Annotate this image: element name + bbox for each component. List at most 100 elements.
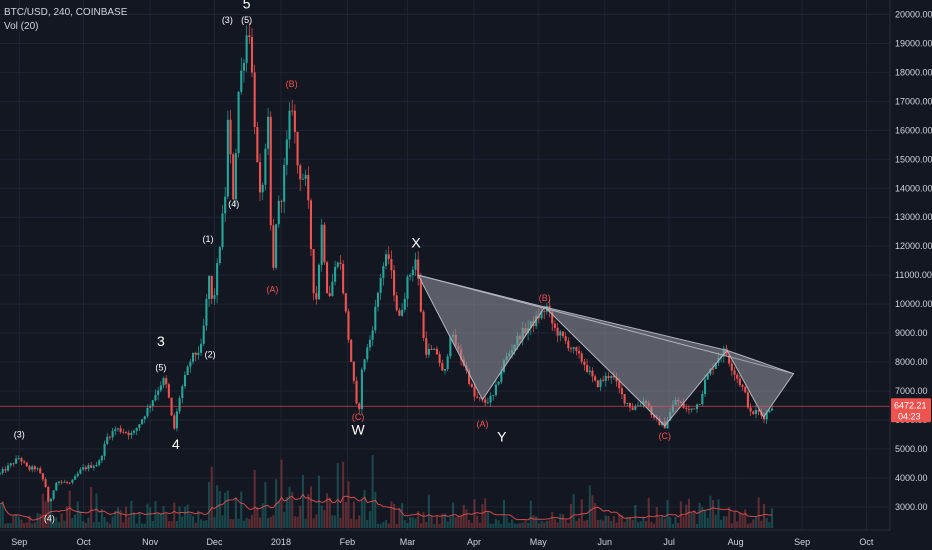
volume-bar — [489, 523, 492, 528]
price-axis[interactable]: 3000.004000.005000.006000.007000.008000.… — [889, 0, 932, 550]
volume-bar — [698, 502, 701, 528]
volume-bar — [401, 503, 404, 528]
price-tag-value: 6472.21 — [894, 400, 927, 410]
candle-body — [79, 469, 82, 474]
volume-bar — [9, 523, 12, 528]
candle-body — [154, 394, 157, 401]
volume-bar — [449, 516, 452, 528]
candle-body — [757, 410, 760, 412]
volume-bar — [95, 493, 98, 528]
candle-body — [20, 458, 23, 462]
volume-bar — [288, 486, 291, 528]
candle-body — [395, 295, 398, 311]
elliott-wave-labels: (3)(4)3(5)4(2)(1)(4)(3)5(5)(A)(B)(C)WX(A… — [14, 0, 671, 523]
volume-bar — [588, 485, 591, 528]
candle-body — [376, 292, 380, 307]
candle-body — [301, 178, 304, 180]
wave-label: 3 — [157, 333, 165, 349]
candle-body — [213, 295, 216, 299]
candle-body — [355, 380, 358, 404]
candle-body — [401, 309, 404, 316]
candle-body — [82, 467, 85, 470]
volume-bar — [301, 474, 304, 528]
candle-body — [261, 184, 264, 193]
candle-body — [87, 465, 90, 470]
volume-bar — [636, 522, 640, 528]
volume-bar — [23, 523, 26, 528]
candle-body — [328, 293, 331, 297]
candle-body — [610, 375, 613, 378]
wave-label: X — [411, 235, 421, 251]
volume-bar — [342, 461, 345, 528]
candle-body — [602, 379, 605, 381]
volume-bar — [425, 521, 428, 528]
volume-bar — [548, 520, 551, 528]
volume-bar — [135, 523, 138, 528]
volume-bar — [202, 520, 205, 528]
volume-bar — [183, 506, 187, 528]
candle-body — [435, 348, 438, 355]
candle-body — [586, 365, 589, 372]
candle-body — [288, 110, 291, 140]
candle-body — [658, 418, 661, 426]
candle-body — [728, 355, 731, 364]
candle-body — [618, 381, 621, 389]
candle-body — [749, 407, 752, 412]
volume-bar — [653, 523, 656, 528]
candle-body — [698, 404, 701, 405]
candle-body — [76, 473, 79, 477]
candle-body — [299, 165, 302, 180]
volume-bar — [620, 514, 623, 528]
candle-body — [417, 259, 420, 279]
time-tick-label: Nov — [142, 537, 159, 547]
volume-bar — [513, 523, 516, 528]
candle-body — [653, 415, 656, 418]
volume-bar — [492, 523, 495, 528]
volume-bar — [382, 521, 385, 528]
candle-body — [237, 91, 240, 154]
candle-body — [181, 386, 184, 399]
volume-bar — [248, 518, 251, 528]
candle-body — [159, 385, 162, 391]
wave-label: (C) — [352, 412, 365, 422]
candle-body — [25, 462, 28, 467]
volume-bar — [355, 519, 358, 528]
volume-moving-average — [0, 493, 773, 521]
volume-bar — [701, 507, 704, 528]
volume-bar — [358, 515, 361, 528]
volume-bar — [417, 511, 420, 528]
time-tick-label: Sep — [11, 537, 27, 547]
candle-body — [701, 393, 704, 405]
volume-bar — [476, 515, 479, 528]
volume-bar — [326, 493, 329, 528]
candle-body — [746, 392, 749, 408]
candle-body — [315, 293, 318, 300]
time-tick-label: Sep — [794, 537, 810, 547]
volume-bar — [527, 522, 530, 528]
volume-bar — [414, 518, 417, 528]
price-tick-label: 12000.00 — [895, 241, 932, 251]
volume-bar — [403, 520, 406, 528]
candle-body — [398, 310, 401, 316]
candle-body — [269, 116, 272, 226]
candle-body — [379, 278, 382, 293]
volume-bar — [33, 522, 36, 528]
volume-bar — [393, 503, 396, 528]
time-axis[interactable]: Sep Oct Nov Dec 2018 Feb Mar Apr May Jun Jul Aug Sep… — [0, 529, 890, 547]
candle-body — [583, 361, 586, 366]
volume-bar — [749, 522, 752, 528]
candle-body — [103, 443, 106, 457]
volume-bar — [744, 509, 747, 528]
volume-bar — [267, 518, 270, 528]
volume-bar — [521, 522, 524, 528]
volume-bar — [746, 523, 749, 528]
volume-bar — [390, 501, 393, 528]
candle-body — [162, 378, 165, 386]
volume-bar — [138, 511, 141, 528]
volume-bar — [454, 517, 457, 528]
candle-body — [706, 374, 709, 380]
candle-body — [119, 428, 122, 432]
volume-bar — [615, 522, 618, 528]
volume-bar — [189, 513, 192, 528]
